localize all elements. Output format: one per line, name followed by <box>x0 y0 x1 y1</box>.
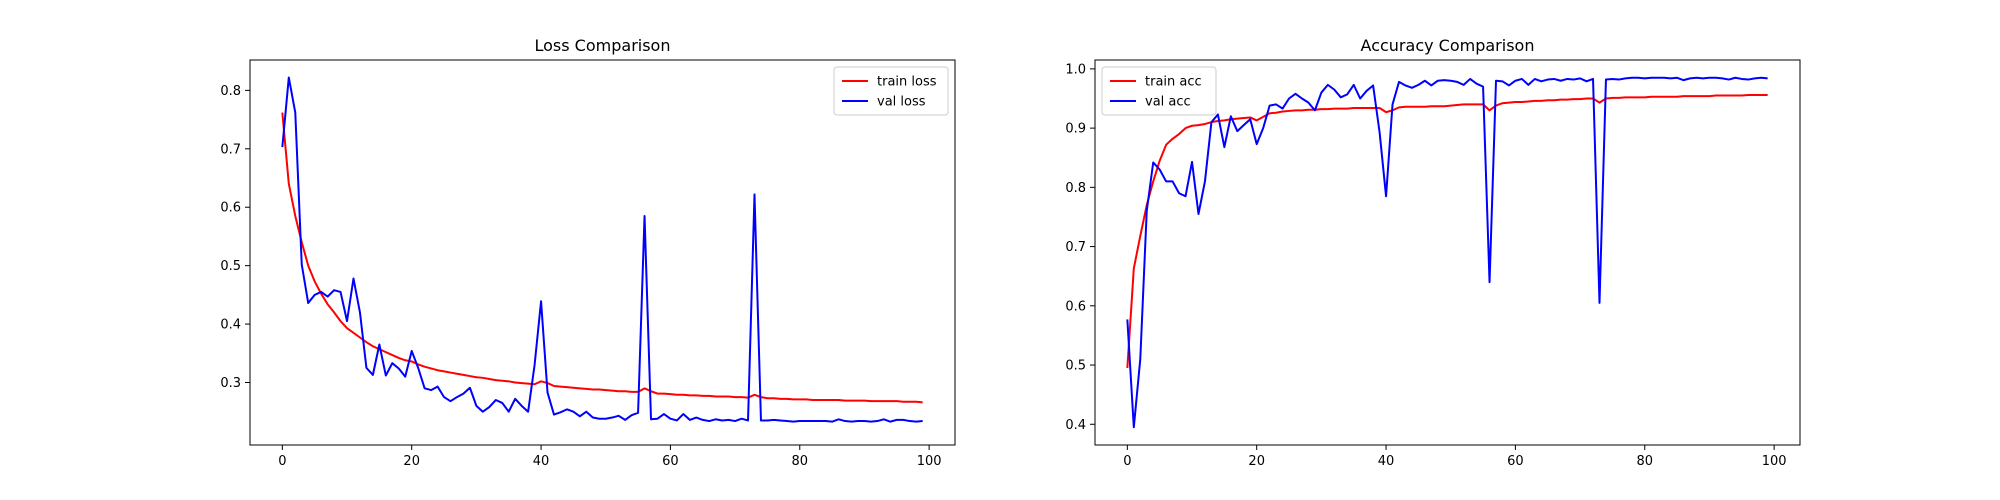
series-line-val-acc <box>1126 76 1768 429</box>
accuracy-chart-legend: train acc val acc <box>1101 66 1217 116</box>
y-tick-label: 0.8 <box>220 84 241 99</box>
y-tick-label: 1.0 <box>1065 62 1086 77</box>
y-tick-label: 0.5 <box>220 259 241 274</box>
y-tick-label: 0.9 <box>1065 122 1086 137</box>
x-tick-label: 40 <box>1378 454 1395 469</box>
loss-comparison-chart: Loss Comparison 0 20 40 60 80 100 0.3 0.4 0.5 0.6… <box>220 36 956 469</box>
loss-chart-ticks: 0 20 40 60 80 100 0.3 0.4 0.5 0.6 0.7 0.8 <box>220 84 941 469</box>
legend-label: val loss <box>877 95 926 110</box>
y-tick-label: 0.5 <box>1065 359 1086 374</box>
series-line-val-loss <box>281 76 923 423</box>
legend-box <box>833 66 949 116</box>
loss-chart-legend: train loss val loss <box>833 66 949 116</box>
x-tick-label: 60 <box>662 454 679 469</box>
x-tick-label: 40 <box>533 454 550 469</box>
y-tick-label: 0.6 <box>220 201 241 216</box>
x-tick-label: 60 <box>1507 454 1524 469</box>
x-tick-label: 80 <box>791 454 808 469</box>
y-tick-label: 0.7 <box>220 142 241 157</box>
accuracy-comparison-chart: Accuracy Comparison 0 20 40 60 80 100 0.4 0.5 0.… <box>1065 36 1801 469</box>
accuracy-chart-ticks: 0 20 40 60 80 100 0.4 0.5 0.6 0.7 0.8 0.9 1.0 <box>1065 62 1786 469</box>
accuracy-chart-frame <box>1094 59 1801 446</box>
legend-label: val acc <box>1145 95 1191 110</box>
y-tick-label: 0.4 <box>220 318 241 333</box>
legend-label: train acc <box>1145 75 1202 90</box>
y-tick-label: 0.3 <box>220 376 241 391</box>
y-tick-label: 0.6 <box>1065 299 1086 314</box>
loss-chart-frame <box>249 59 956 446</box>
x-tick-label: 80 <box>1636 454 1653 469</box>
y-tick-label: 0.7 <box>1065 240 1086 255</box>
x-tick-label: 0 <box>1123 454 1131 469</box>
accuracy-chart-lines <box>1126 76 1768 429</box>
loss-chart-lines <box>281 76 923 423</box>
legend-label: train loss <box>877 75 937 90</box>
y-tick-label: 0.4 <box>1065 418 1086 433</box>
y-tick-label: 0.8 <box>1065 181 1086 196</box>
x-tick-label: 100 <box>917 454 942 469</box>
loss-chart-title: Loss Comparison <box>535 36 671 55</box>
series-line-train-loss <box>281 112 923 404</box>
x-tick-label: 0 <box>278 454 286 469</box>
series-line-train-acc <box>1126 93 1768 369</box>
accuracy-chart-title: Accuracy Comparison <box>1361 36 1535 55</box>
x-tick-label: 100 <box>1762 454 1787 469</box>
x-tick-label: 20 <box>1248 454 1265 469</box>
x-tick-label: 20 <box>403 454 420 469</box>
legend-box <box>1101 66 1217 116</box>
